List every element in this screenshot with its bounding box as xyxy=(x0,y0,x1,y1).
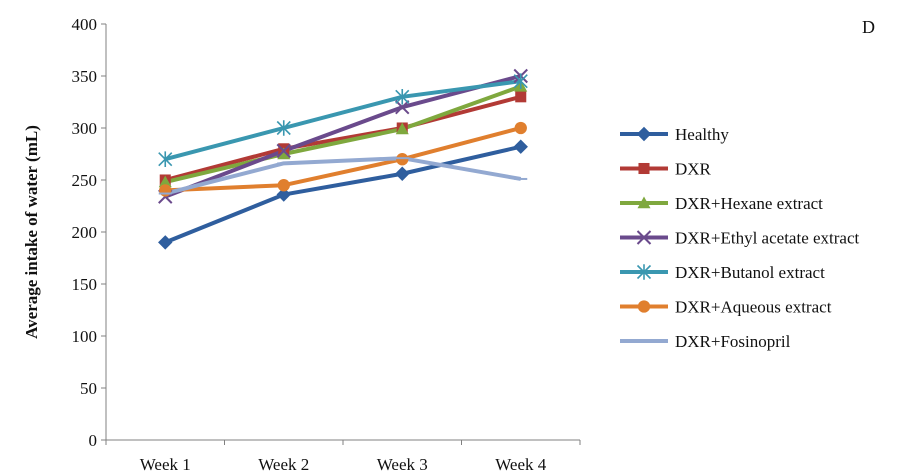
y-tick-label: 0 xyxy=(89,431,98,450)
data-point xyxy=(395,89,410,105)
series-line-7 xyxy=(164,156,522,196)
legend-marker xyxy=(638,162,650,175)
data-point xyxy=(277,179,290,192)
data-point xyxy=(395,99,410,115)
panel-label: D xyxy=(862,17,875,37)
y-tick-label: 100 xyxy=(72,327,98,346)
y-axis-title: Average intake of water (mL) xyxy=(22,125,41,339)
data-point xyxy=(158,175,172,188)
data-point xyxy=(158,151,173,167)
legend-marker xyxy=(636,126,652,142)
y-tick-label: 250 xyxy=(72,171,98,190)
data-point xyxy=(395,122,409,135)
legend-label: DXR+Fosinopril xyxy=(675,332,791,351)
data-point xyxy=(514,121,527,135)
series-line-5 xyxy=(164,79,522,162)
legend-label: DXR xyxy=(675,160,712,179)
data-point xyxy=(513,139,528,154)
data-point xyxy=(396,153,409,166)
series-line-4 xyxy=(164,74,522,199)
data-point xyxy=(515,91,527,103)
legend-label: DXR+Aqueous extract xyxy=(675,298,832,317)
legend-marker xyxy=(636,264,652,280)
series-line-3 xyxy=(164,84,522,185)
y-tick-label: 50 xyxy=(80,379,97,398)
y-tick-label: 200 xyxy=(72,223,98,242)
legend-label: Healthy xyxy=(675,125,729,144)
legend-label: DXR+Butanol extract xyxy=(675,263,825,282)
series-line-6 xyxy=(165,126,522,193)
data-point xyxy=(276,143,291,159)
legend-marker xyxy=(636,230,652,245)
y-tick-label: 400 xyxy=(72,15,98,34)
x-tick-label: Week 4 xyxy=(495,455,547,474)
legend-marker xyxy=(637,196,651,209)
data-point xyxy=(276,120,291,136)
data-point xyxy=(276,187,291,202)
data-point xyxy=(158,235,173,250)
x-tick-label: Week 2 xyxy=(258,455,309,474)
series-line-2 xyxy=(164,94,522,182)
x-tick-label: Week 1 xyxy=(140,455,191,474)
legend-marker xyxy=(637,300,651,313)
legend-label: DXR+Hexane extract xyxy=(675,194,823,213)
data-point xyxy=(513,73,528,89)
x-tick-label: Week 3 xyxy=(377,455,428,474)
y-tick-label: 300 xyxy=(72,119,98,138)
y-tick-label: 150 xyxy=(72,275,98,294)
series-line-1 xyxy=(164,144,522,245)
data-point xyxy=(159,184,172,197)
legend-label: DXR+Ethyl acetate extract xyxy=(675,229,860,248)
y-tick-label: 350 xyxy=(72,67,98,86)
data-point xyxy=(395,166,410,181)
data-point xyxy=(277,147,291,160)
